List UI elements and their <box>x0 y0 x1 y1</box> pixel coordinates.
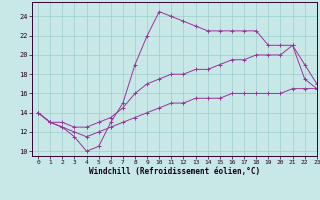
X-axis label: Windchill (Refroidissement éolien,°C): Windchill (Refroidissement éolien,°C) <box>89 167 260 176</box>
